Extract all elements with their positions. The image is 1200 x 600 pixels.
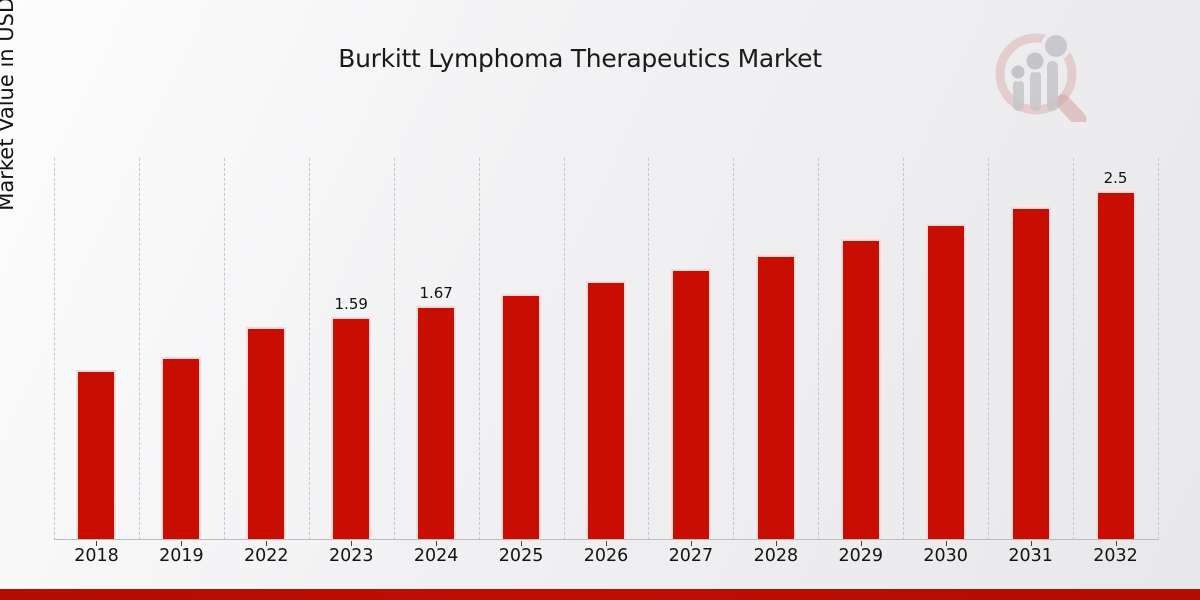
bar-value-label: 1.67	[419, 284, 453, 302]
gridline	[393, 158, 395, 540]
x-axis-tick	[1030, 541, 1032, 546]
bar-2030	[925, 224, 966, 540]
gridline	[988, 158, 990, 540]
bar-2027	[670, 269, 711, 540]
x-tick-label-2025: 2025	[498, 546, 544, 566]
x-tick-label-2027: 2027	[668, 546, 714, 566]
bar-cell-2028	[733, 158, 818, 546]
bar-cell-2026	[564, 158, 649, 546]
gridline	[478, 158, 480, 540]
x-axis-tick	[96, 541, 98, 546]
x-axis-tick	[521, 541, 523, 546]
bar-2029	[840, 239, 881, 540]
x-axis-line	[54, 539, 1158, 540]
bar-2028	[755, 255, 796, 540]
bar-cell-2027	[648, 158, 733, 546]
x-axis-tick	[605, 541, 607, 546]
x-axis-tick	[690, 541, 692, 546]
gridline	[648, 158, 650, 540]
x-axis-tick	[775, 541, 777, 546]
x-axis-tick	[436, 541, 438, 546]
x-tick-label-2032: 2032	[1093, 546, 1138, 566]
x-tick-label-2022: 2022	[244, 546, 289, 566]
bar-2023	[331, 317, 372, 540]
bar-value-label: 2.5	[1103, 169, 1128, 187]
gridline	[54, 158, 55, 540]
x-axis-tick	[1115, 541, 1117, 546]
gridline	[138, 158, 140, 540]
gridline	[903, 158, 905, 540]
bar-2018	[76, 370, 117, 540]
bar-series: 1.59 1.67 2.5	[54, 158, 1158, 546]
bar-2024	[416, 306, 457, 540]
magnifier-bar-chart-logo-icon	[995, 31, 1087, 122]
gridline	[223, 158, 225, 540]
bar-cell-2030	[903, 158, 988, 546]
x-axis-tick	[945, 541, 947, 546]
x-axis-tick	[860, 541, 862, 546]
y-axis-label: Market Value in USD Billion	[0, 0, 18, 211]
bar-2026	[585, 281, 626, 540]
gridline	[1158, 158, 1159, 540]
plot-area: 1.59 1.67 2.5	[54, 158, 1159, 546]
gridline	[818, 158, 820, 540]
bar-2019	[161, 357, 202, 540]
x-axis-tick	[266, 541, 268, 546]
x-axis-tick	[351, 541, 353, 546]
x-tick-label-2024: 2024	[413, 546, 459, 566]
chart-title: Burkitt Lymphoma Therapeutics Market	[338, 44, 822, 73]
gridline	[733, 158, 735, 540]
bar-2031	[1010, 207, 1051, 540]
bar-2032	[1095, 191, 1136, 540]
bar-cell-2022	[224, 158, 309, 546]
gridline	[1073, 158, 1075, 540]
bar-cell-2023: 1.59	[309, 158, 394, 546]
gridline	[308, 158, 310, 540]
x-tick-label-2018: 2018	[74, 546, 119, 566]
bar-2022	[246, 327, 287, 540]
bar-cell-2024: 1.67	[394, 158, 479, 546]
x-tick-label-2031: 2031	[1008, 546, 1053, 566]
bar-2025	[501, 294, 542, 540]
bar-cell-2018	[54, 158, 139, 546]
bar-cell-2029	[818, 158, 903, 546]
bar-cell-2032: 2.5	[1073, 158, 1158, 546]
bar-value-label: 1.59	[334, 295, 368, 313]
x-tick-label-2019: 2019	[159, 546, 204, 566]
x-tick-label-2023: 2023	[328, 546, 374, 566]
bar-cell-2031	[988, 158, 1073, 546]
bar-cell-2019	[139, 158, 224, 546]
x-tick-label-2029: 2029	[838, 546, 884, 566]
x-axis-tick-labels: 2018 2019 2022 2023 2024 2025 2026 2027 2028 2029…	[54, 546, 1158, 572]
bar-cell-2025	[479, 158, 564, 546]
x-axis-tick	[181, 541, 183, 546]
x-tick-label-2030: 2030	[923, 546, 968, 566]
x-tick-label-2028: 2028	[753, 546, 799, 566]
x-tick-label-2026: 2026	[583, 546, 629, 566]
gridline	[563, 158, 565, 540]
bottom-accent-bar	[0, 589, 1200, 600]
